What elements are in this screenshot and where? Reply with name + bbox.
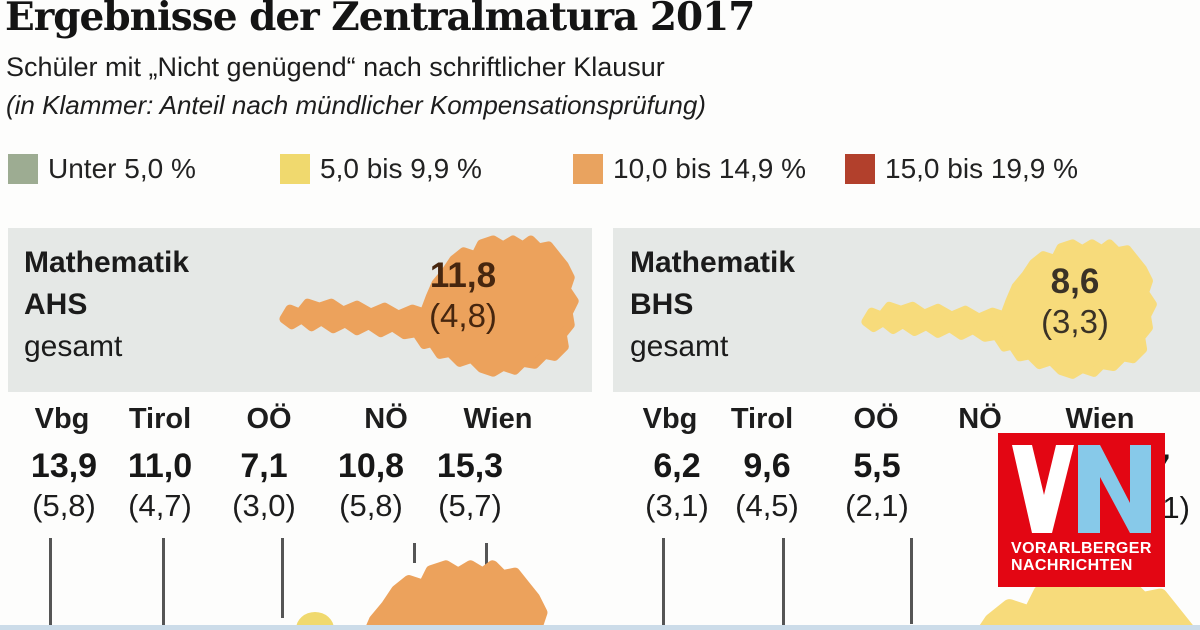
austria-map-bhs [861, 239, 1157, 379]
leader-line-bhs-tirol [782, 538, 785, 630]
bottom-edge-strip [0, 625, 1200, 630]
state-value-ahs-ooe: 7,1 (3,0) [209, 446, 319, 526]
panel-title-line: Mathematik [24, 246, 190, 279]
legend-label: 10,0 bis 14,9 % [613, 153, 807, 184]
panel-title-line: AHS [24, 288, 88, 321]
compensation: (5,8) [339, 488, 403, 523]
logo-letter-n [1078, 445, 1151, 533]
value: 9,6 [743, 447, 791, 485]
legend-swatch-green [8, 154, 38, 184]
panel-title-line: gesamt [24, 330, 123, 363]
compensation: (2,1) [845, 488, 909, 523]
logo-letter-v [1012, 445, 1074, 533]
austria-map-ahs [279, 235, 579, 377]
state-compensation-bhs-wien-fragment: 1) [1162, 490, 1190, 525]
state-label-bhs-noe: NÖ [958, 403, 1002, 435]
bottom-map-left [364, 560, 548, 630]
legend-label: Unter 5,0 % [48, 153, 196, 184]
state-label-bhs-tirol: Tirol [730, 403, 794, 435]
austria-shape [279, 235, 579, 377]
ahs-total: 11,8 (4,8) [398, 256, 528, 336]
state-value-bhs-ooe: 5,5 (2,1) [822, 446, 932, 526]
leader-line-bhs-ooe [910, 538, 913, 624]
leader-line-ahs-tirol [162, 538, 165, 628]
bracket-note: (in Klammer: Anteil nach mündlicher Komp… [6, 90, 706, 120]
vn-logo-mark-icon [1012, 445, 1151, 533]
panel-title-line: BHS [630, 288, 694, 321]
legend-label: 15,0 bis 19,9 % [885, 153, 1079, 184]
compensation: (4,5) [735, 488, 799, 523]
value: 10,8 [337, 447, 405, 485]
state-value-ahs-wien: 15,3 (5,7) [415, 446, 525, 526]
legend-item-15to19: 15,0 bis 19,9 % [845, 152, 1078, 186]
panel-title-line: Mathematik [630, 246, 796, 279]
compensation: (3,0) [232, 488, 296, 523]
ahs-total-compensation: (4,8) [429, 297, 497, 334]
compensation: (5,7) [438, 488, 502, 523]
ahs-total-value: 11,8 [429, 256, 497, 295]
bottom-map-right [976, 578, 1197, 630]
state-label-bhs-wien: Wien [1065, 403, 1135, 435]
state-value-ahs-tirol: 11,0 (4,7) [105, 446, 215, 526]
legend-item-5to9: 5,0 bis 9,9 % [280, 152, 482, 186]
bhs-total-value: 8,6 [1050, 262, 1100, 301]
compensation: (4,7) [128, 488, 192, 523]
state-value-ahs-noe: 10,8 (5,8) [316, 446, 426, 526]
leader-line-ahs-vbg [49, 538, 52, 626]
state-label-ahs-ooe: OÖ [246, 403, 292, 435]
legend-swatch-yellow [280, 154, 310, 184]
legend-label: 5,0 bis 9,9 % [320, 153, 482, 184]
state-value-bhs-vbg: 6,2 (3,1) [622, 446, 732, 526]
austria-shape [976, 578, 1197, 630]
page-subtitle: Schüler mit „Nicht genügend“ nach schrif… [6, 52, 665, 82]
value: 13,9 [30, 447, 98, 485]
state-label-bhs-ooe: OÖ [853, 403, 899, 435]
panel-bhs-title: Mathematik BHS gesamt [630, 242, 795, 368]
austria-shape [364, 560, 548, 630]
bhs-total-compensation: (3,3) [1041, 303, 1109, 340]
austria-shape [861, 239, 1157, 379]
page-title: Ergebnisse der Zentralmatura 2017 [5, 0, 755, 40]
state-label-ahs-vbg: Vbg [34, 403, 90, 435]
leader-line-bhs-vbg [662, 538, 665, 628]
compensation: (5,8) [32, 488, 96, 523]
legend-swatch-orange [573, 154, 603, 184]
panel-ahs-title: Mathematik AHS gesamt [24, 242, 189, 368]
legend-swatch-darkred [845, 154, 875, 184]
leader-line-ahs-noe [413, 543, 416, 563]
state-label-ahs-tirol: Tirol [128, 403, 192, 435]
bhs-total: 8,6 (3,3) [1010, 262, 1140, 342]
leader-line-ahs-ooe [281, 538, 284, 618]
value: 11,0 [127, 447, 193, 485]
state-value-bhs-tirol: 9,6 (4,5) [712, 446, 822, 526]
value: 7,1 [240, 447, 288, 485]
state-label-bhs-vbg: Vbg [642, 403, 698, 435]
vn-logo-text-line1: VORARLBERGER [1011, 540, 1152, 557]
value: 15,3 [436, 447, 504, 485]
state-label-ahs-noe: NÖ [364, 403, 408, 435]
legend-item-10to14: 10,0 bis 14,9 % [573, 152, 806, 186]
legend-item-under5: Unter 5,0 % [8, 152, 196, 186]
panel-title-line: gesamt [630, 330, 729, 363]
state-value-ahs-vbg: 13,9 (5,8) [9, 446, 119, 526]
vn-logo: VORARLBERGER NACHRICHTEN [998, 433, 1165, 587]
compensation: (3,1) [645, 488, 709, 523]
vn-logo-text-line2: NACHRICHTEN [1011, 557, 1133, 574]
state-label-ahs-wien: Wien [463, 403, 533, 435]
value: 5,5 [853, 447, 901, 485]
value: 6,2 [653, 447, 701, 485]
